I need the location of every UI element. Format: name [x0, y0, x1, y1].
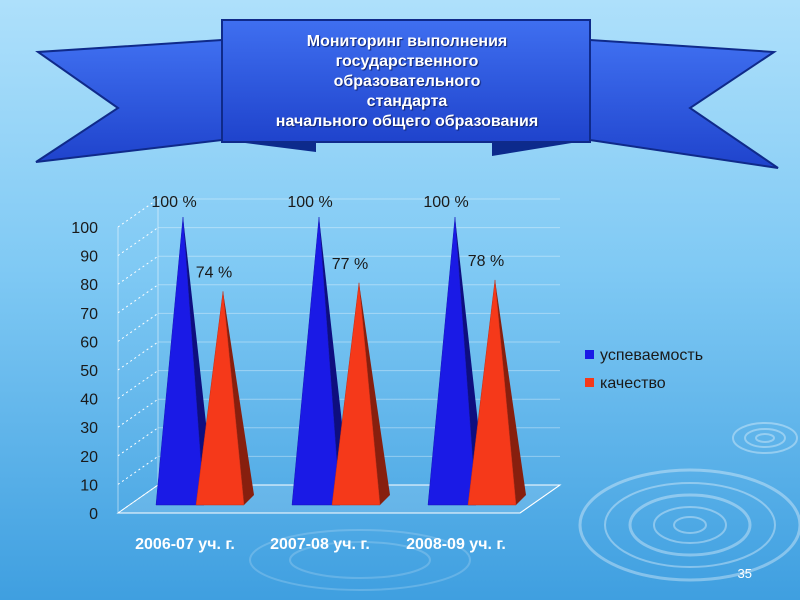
slide-number: 35: [737, 566, 752, 581]
y-tick-label: 80: [80, 277, 98, 294]
pyramid-kachestvo-2: [467, 279, 517, 506]
slide-title: Мониторинг выполнения государственного о…: [222, 22, 592, 142]
data-label: 100 %: [287, 194, 332, 211]
gridline-diagonal: [117, 284, 159, 314]
chart-data-labels: 100 % 100 % 100 % 74 % 77 % 78 %: [151, 194, 504, 281]
legend-swatch: [585, 378, 594, 387]
gridline-diagonal: [117, 455, 159, 485]
pyramid-kachestvo-1: [331, 282, 381, 506]
gridline-diagonal: [117, 312, 159, 342]
pyramid-uspevaemost-0: [155, 216, 205, 506]
x-category-label: 2006-07 уч. г.: [135, 536, 235, 553]
chart-bars: [155, 216, 526, 506]
y-tick-label: 70: [80, 306, 98, 323]
gridline-diagonal: [117, 370, 159, 400]
pyramid-uspevaemost-1: [291, 216, 341, 506]
x-category-label: 2008-09 уч. г.: [406, 536, 506, 553]
y-tick-label: 60: [80, 334, 98, 351]
y-tick-label: 90: [80, 249, 98, 266]
gridline-diagonal: [117, 227, 159, 257]
y-tick-label: 50: [80, 363, 98, 380]
legend-swatch: [585, 350, 594, 359]
gridline-diagonal: [117, 398, 159, 428]
pyramid-kachestvo-0: [195, 291, 245, 506]
chart-floor-edge: [118, 484, 561, 514]
gridline-diagonal: [117, 341, 159, 371]
y-tick-label: 10: [80, 477, 98, 494]
pyramid-side-1-2: [495, 279, 526, 505]
gridline-diagonal: [117, 484, 159, 514]
title-line: начального общего образования: [275, 113, 539, 130]
pyramid-uspevaemost-2: [427, 216, 477, 506]
title-ribbon: [35, 19, 779, 169]
title-line: Мониторинг выполнения: [306, 33, 508, 50]
title-line: государственного: [335, 53, 479, 70]
x-category-label: 2007-08 уч. г.: [270, 536, 370, 553]
title-line: стандарта: [366, 93, 448, 110]
gridline-diagonal: [117, 198, 159, 228]
data-label: 100 %: [423, 194, 468, 211]
legend-label: качество: [600, 375, 666, 392]
y-tick-label: 30: [80, 420, 98, 437]
chart-legend: успеваемость качество: [585, 347, 703, 392]
chart-axes: 0 10 20 30 40 50 60 70 80 90 100 2006-07 уч. г. 2007…: [71, 199, 506, 553]
data-label: 78 %: [468, 253, 504, 270]
legend-label: успеваемость: [600, 347, 703, 364]
pyramid-side-1-1: [359, 282, 390, 505]
gridline-diagonal: [117, 255, 159, 285]
y-tick-label: 20: [80, 449, 98, 466]
y-tick-label: 0: [89, 506, 98, 523]
y-tick-label: 40: [80, 392, 98, 409]
gridline-diagonal: [117, 427, 159, 457]
chart: 0 10 20 30 40 50 60 70 80 90 100 2006-07 уч. г. 2007…: [71, 194, 703, 553]
title-line: образовательного: [333, 73, 481, 90]
y-tick-label: 100: [71, 220, 98, 237]
data-label: 77 %: [332, 256, 368, 273]
data-label: 100 %: [151, 194, 196, 211]
pyramid-side-1-0: [223, 291, 254, 505]
data-label: 74 %: [196, 264, 232, 281]
